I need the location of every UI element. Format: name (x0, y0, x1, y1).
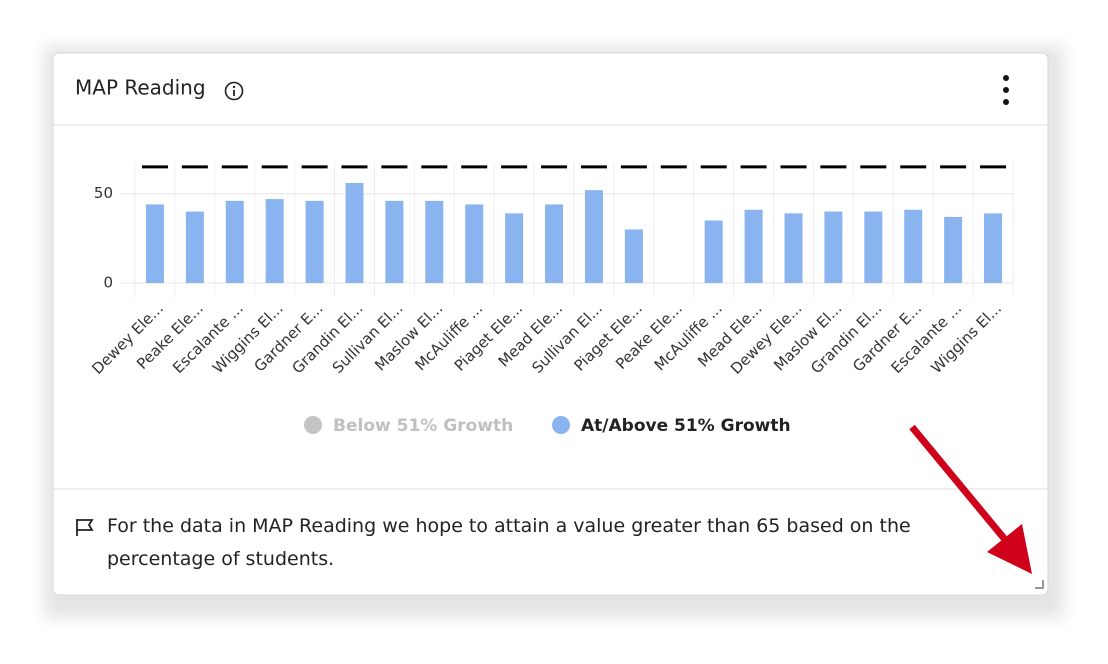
bar (185, 211, 204, 283)
y-tick-label: 0 (103, 274, 113, 292)
bar (784, 213, 803, 283)
y-tick-label: 50 (94, 184, 113, 202)
annotation-arrow (909, 424, 1032, 574)
legend-label: At/Above 51% Growth (581, 416, 791, 436)
bar (545, 204, 564, 283)
legend-label: Below 51% Growth (333, 416, 513, 436)
bar (305, 200, 324, 283)
legend-marker (552, 416, 570, 434)
flag-icon (76, 519, 94, 536)
bar (864, 211, 883, 283)
legend-marker (304, 416, 322, 434)
menu-button[interactable] (1003, 75, 1009, 105)
bar (584, 190, 603, 283)
bar (624, 229, 643, 283)
card-title: MAP Reading (75, 76, 206, 100)
bar (265, 199, 284, 283)
bar (225, 200, 244, 283)
resize-handle[interactable] (1035, 580, 1044, 589)
bar (984, 213, 1003, 283)
bar (704, 220, 723, 283)
bar (904, 209, 923, 283)
card (52, 52, 1049, 596)
bar (465, 204, 484, 283)
bar (824, 211, 843, 283)
bar (505, 213, 524, 283)
bar (944, 216, 963, 283)
card-note: For the data in MAP Reading we hope to a… (107, 515, 911, 570)
bar (425, 200, 444, 283)
info-icon[interactable] (224, 81, 244, 101)
bar (145, 204, 164, 283)
bar (385, 200, 404, 283)
bar (345, 183, 364, 283)
bar (744, 209, 763, 283)
